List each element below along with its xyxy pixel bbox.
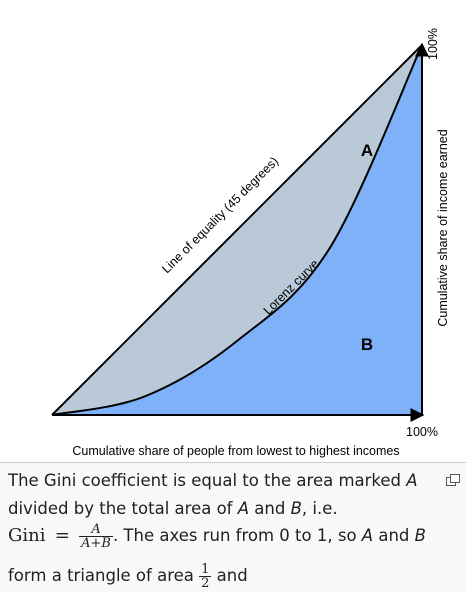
- enlarge-icon[interactable]: [446, 474, 460, 486]
- area-b-region: [52, 45, 422, 415]
- caption-var-b: B: [414, 526, 426, 545]
- caption-line-2: divided by the total area of A and B, i.…: [8, 499, 338, 518]
- caption-var-b: B: [290, 499, 302, 518]
- half-fraction: 1 2: [199, 562, 212, 591]
- y-axis-title: Cumulative share of income earned: [436, 129, 450, 326]
- lorenz-curve: [51, 44, 423, 416]
- gini-formula-label: Gini: [8, 525, 46, 546]
- caption-var-a: A: [406, 471, 418, 490]
- caption-text: . The axes run from 0 to 1, so: [112, 526, 362, 545]
- gini-fraction: A A+B: [79, 523, 113, 550]
- half-numerator: 1: [201, 562, 210, 577]
- gini-formula-equals: =: [54, 525, 70, 546]
- gini-fraction-numerator: A: [91, 522, 101, 537]
- caption-line-4: form a triangle of area 1 2 and: [8, 563, 248, 590]
- caption-text: form a triangle of area: [8, 566, 200, 585]
- gini-fraction-denominator: A+B: [79, 536, 113, 551]
- caption-text: and: [249, 499, 291, 518]
- gini-lorenz-diagram: A B Line of equality (45 degrees) Lorenz…: [51, 28, 450, 458]
- region-b-label: B: [361, 335, 373, 354]
- caption-line-3: Gini = A A+B . The axes run from 0 to 1,…: [8, 523, 426, 550]
- caption-var-a: A: [361, 526, 374, 545]
- caption-line-1: The Gini coefficient is equal to the are…: [8, 471, 418, 490]
- x-end-label: 100%: [406, 425, 438, 439]
- caption-text: and: [373, 526, 415, 545]
- half-denominator: 2: [199, 576, 212, 591]
- caption-text: , i.e.: [301, 499, 338, 518]
- x-axis-title: Cumulative share of people from lowest t…: [72, 444, 399, 458]
- region-a-label: A: [361, 141, 373, 160]
- caption-text: divided by the total area of: [8, 499, 238, 518]
- line-of-equality: [51, 44, 423, 416]
- caption-text: The Gini coefficient is equal to the are…: [8, 471, 407, 490]
- y-end-label: 100%: [426, 28, 440, 60]
- caption-text: and: [211, 566, 248, 585]
- caption-var-a: A: [237, 499, 250, 518]
- figure-caption: The Gini coefficient is equal to the are…: [0, 462, 466, 592]
